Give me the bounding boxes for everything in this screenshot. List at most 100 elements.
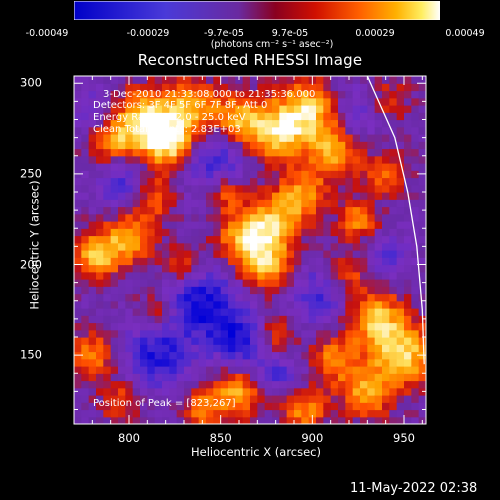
heatmap-cell (147, 177, 156, 186)
heatmap-cell (74, 148, 82, 157)
heatmap-cell (272, 337, 280, 345)
heatmap-cell (140, 344, 148, 353)
heatmap-cell (169, 141, 178, 150)
heatmap-cell (264, 387, 273, 396)
heatmap-cell (169, 351, 178, 360)
heatmap-cell (140, 221, 148, 229)
heatmap-cell (367, 213, 376, 222)
heatmap-cell (264, 344, 273, 353)
heatmap-cell (118, 402, 126, 411)
heatmap-cell (81, 242, 90, 251)
heatmap-cell (198, 119, 207, 128)
heatmap-cell (272, 250, 280, 258)
heatmap-cell (404, 155, 412, 164)
heatmap-cell (360, 257, 368, 266)
heatmap-cell (330, 257, 339, 266)
heatmap-cell (125, 322, 134, 331)
heatmap-cell (323, 380, 332, 389)
heatmap-cell (301, 76, 310, 84)
heatmap-cell (316, 416, 324, 424)
heatmap-cell (338, 387, 346, 396)
heatmap-cell (389, 228, 398, 237)
heatmap-cell (389, 322, 398, 331)
heatmap-cell (330, 373, 339, 382)
heatmap-cell (118, 286, 126, 295)
heatmap-cell (228, 83, 236, 92)
heatmap-cell (176, 337, 185, 345)
heatmap-cell (411, 199, 420, 208)
heatmap-cell (330, 308, 339, 316)
heatmap-cell (176, 329, 185, 338)
heatmap-cell (382, 409, 390, 418)
heatmap-cell (242, 416, 251, 424)
heatmap-cell (125, 213, 134, 222)
heatmap-cell (118, 206, 126, 215)
heatmap-cell (198, 380, 207, 389)
heatmap-cell (147, 322, 156, 331)
heatmap-cell (118, 351, 126, 360)
heatmap-cell (140, 83, 148, 92)
heatmap-cell (338, 163, 346, 171)
heatmap-cell (360, 402, 368, 411)
heatmap-cell (125, 228, 134, 237)
heatmap-cell (411, 308, 420, 316)
heatmap-cell (176, 250, 185, 258)
heatmap-cell (140, 329, 148, 338)
colorbar-tick-label: -0.00029 (126, 28, 170, 39)
heatmap-cell (235, 221, 244, 229)
heatmap-cell (147, 155, 156, 164)
heatmap-cell (352, 308, 361, 316)
heatmap-cell (257, 293, 266, 302)
heatmap-cell (264, 155, 273, 164)
heatmap-cell (125, 206, 134, 215)
heatmap-cell (257, 235, 266, 244)
heatmap-cell (81, 76, 90, 84)
heatmap-cell (338, 134, 346, 142)
heatmap-cell (154, 373, 163, 382)
heatmap-cell (360, 148, 368, 157)
heatmap-cell (404, 242, 412, 251)
heatmap-cell (206, 242, 214, 251)
heatmap-cell (308, 148, 317, 157)
heatmap-cell (352, 126, 361, 135)
heatmap-cell (250, 409, 258, 418)
heatmap-cell (301, 250, 310, 258)
heatmap-cell (213, 409, 222, 418)
heatmap-cell (96, 402, 104, 411)
heatmap-cell (316, 148, 324, 157)
heatmap-cell (257, 76, 266, 84)
x-tick-label: 850 (209, 431, 232, 445)
heatmap-cell (110, 76, 119, 84)
heatmap-cell (396, 250, 405, 258)
heatmap-cell (206, 184, 214, 193)
heatmap-cell (242, 192, 251, 200)
heatmap-cell (338, 170, 346, 179)
heatmap-cell (338, 351, 346, 360)
heatmap-cell (213, 286, 222, 295)
heatmap-cell (132, 177, 141, 186)
heatmap-cell (404, 308, 412, 316)
heatmap-cell (184, 257, 192, 266)
heatmap-cell (235, 279, 244, 287)
heatmap-cell (294, 242, 302, 251)
heatmap-cell (147, 192, 156, 200)
heatmap-cell (257, 395, 266, 403)
heatmap-cell (74, 228, 82, 237)
heatmap-cell (191, 184, 200, 193)
heatmap-cell (294, 308, 302, 316)
heatmap-cell (279, 293, 288, 302)
heatmap-cell (323, 112, 332, 121)
heatmap-cell (264, 250, 273, 258)
heatmap-cell (389, 315, 398, 324)
heatmap-cell (389, 300, 398, 309)
heatmap-cell (147, 329, 156, 338)
heatmap-cell (96, 329, 104, 338)
heatmap-cell (264, 163, 273, 171)
heatmap-cell (132, 387, 141, 396)
heatmap-cell (301, 112, 310, 121)
heatmap-cell (301, 344, 310, 353)
heatmap-cell (220, 90, 229, 99)
heatmap-cell (220, 221, 229, 229)
heatmap-cell (191, 416, 200, 424)
heatmap-cell (110, 322, 119, 331)
